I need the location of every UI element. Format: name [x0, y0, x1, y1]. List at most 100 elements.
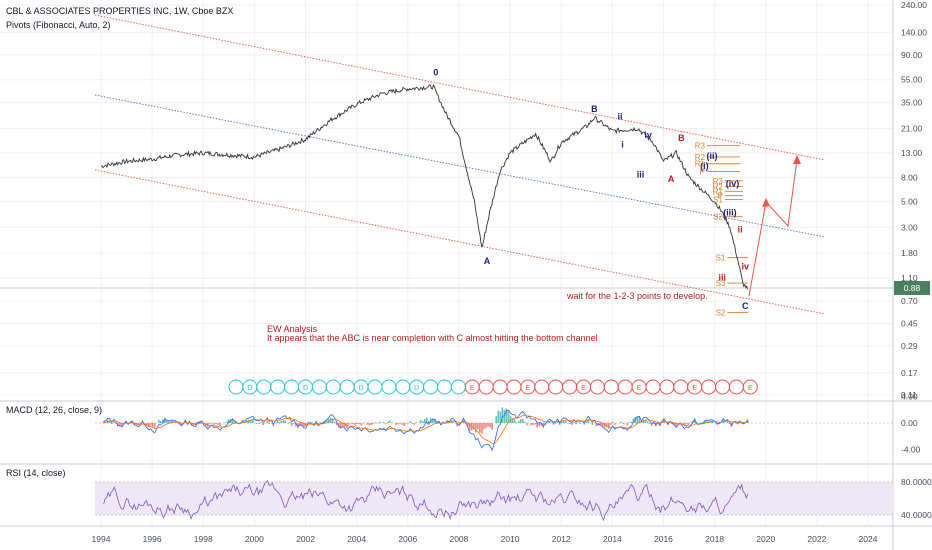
pivot-label: S2 [716, 308, 726, 317]
macd-histogram-bar [562, 420, 565, 423]
event-marker-letter: D [247, 385, 252, 392]
macd-histogram-bar [268, 423, 271, 425]
macd-histogram-bar [325, 420, 328, 423]
macd-histogram-bar [200, 420, 203, 423]
macd-histogram-bar [401, 423, 403, 425]
macd-histogram-bar [121, 423, 123, 427]
macd-histogram-bar [609, 423, 612, 425]
macd-histogram-bar [112, 421, 115, 423]
channel-mid-line [94, 94, 826, 238]
macd-histogram-bar [364, 422, 367, 423]
macd-histogram-bar [520, 419, 522, 423]
macd-histogram-bar [266, 420, 268, 423]
macd-histogram-bar [290, 423, 293, 426]
price-tick-label: 35.00 [901, 98, 923, 108]
event-marker [659, 379, 675, 395]
wave-label: iii [719, 273, 727, 283]
event-marker-letter: E [526, 385, 531, 392]
time-tick-label: 2002 [296, 534, 315, 544]
macd-histogram-bar [321, 422, 324, 423]
macd-histogram-bar [556, 420, 559, 423]
macd-histogram-bar [569, 423, 571, 425]
macd-histogram-bar [677, 423, 680, 424]
macd-histogram-bar [403, 423, 406, 426]
macd-tick-label: 0.00 [901, 418, 918, 428]
macd-histogram-bar [673, 423, 676, 426]
macd-histogram-bar [513, 419, 516, 423]
annotation-ew-title: EW Analysis [267, 324, 318, 334]
event-marker [534, 379, 550, 395]
price-tick-label: 8.00 [901, 173, 918, 183]
macd-histogram-bar [147, 423, 150, 428]
macd-histogram-bar [389, 420, 391, 423]
macd-histogram-bar [295, 423, 297, 427]
macd-histogram-bar [160, 420, 162, 423]
macd-histogram-bar [644, 420, 647, 423]
macd-histogram-bar [607, 423, 610, 429]
macd-histogram-bar [669, 422, 671, 423]
grid [0, 0, 893, 526]
macd-histogram-bar [415, 422, 418, 423]
macd-histogram-bar [370, 423, 373, 425]
price-tick-label: 140.00 [901, 27, 927, 37]
projection-arrowhead [793, 155, 801, 164]
event-marker [256, 379, 272, 395]
macd-histogram-bar [252, 420, 254, 423]
macd-title: MACD (12, 26, close, 9) [6, 405, 102, 415]
event-marker-letter: E [748, 385, 753, 392]
price-tick-label: 240.00 [901, 0, 927, 10]
macd-histogram-bar [620, 422, 622, 423]
macd-histogram-bar [419, 420, 422, 423]
macd-histogram-bar [166, 419, 168, 423]
macd-histogram-bar [309, 421, 311, 423]
time-tick-label: 2008 [449, 534, 468, 544]
macd-histogram-bar [499, 411, 502, 423]
macd-histogram-bar [487, 423, 489, 427]
macd-histogram-bar [366, 423, 369, 425]
event-marker [311, 379, 327, 395]
macd-histogram-bar [659, 423, 661, 426]
macd-histogram-bar [706, 420, 708, 423]
macd-histogram-bar [675, 423, 678, 427]
macd-histogram-bar [131, 421, 133, 423]
macd-histogram-bar [352, 423, 354, 425]
wave-label: (i) [700, 161, 709, 171]
macd-histogram-bar [440, 423, 442, 425]
time-tick-label: 2018 [705, 534, 724, 544]
macd-histogram-bar [483, 423, 485, 430]
last-price-badge [894, 281, 930, 295]
wave-label: C [742, 301, 749, 311]
price-tick-label: 13.00 [901, 148, 923, 158]
event-marker [395, 379, 411, 395]
price-tick-label: 0.45 [901, 319, 918, 329]
macd-histogram-bar [162, 419, 164, 423]
annotation-wait: wait for the 1-2-3 points to develop. [566, 291, 708, 301]
macd-histogram-bar [133, 423, 136, 425]
macd-histogram-bar [601, 423, 604, 427]
macd-histogram-bar [687, 423, 690, 425]
macd-histogram-bar [217, 423, 219, 425]
macd-histogram-bar [425, 417, 428, 423]
macd-histogram-bar [405, 423, 408, 424]
macd-histogram-bar [190, 423, 193, 426]
macd-histogram-bar [360, 423, 363, 426]
macd-histogram-bar [466, 423, 469, 427]
macd-histogram-bar [368, 423, 371, 426]
price-tick-label: 90.00 [901, 50, 923, 60]
macd-histogram-bar [587, 419, 590, 423]
event-marker [339, 379, 355, 395]
macd-histogram-bar [358, 423, 361, 425]
price-tick-label: 1.80 [901, 248, 918, 258]
macd-histogram-bar [489, 423, 491, 428]
macd-histogram-bar [135, 423, 138, 426]
macd-histogram-bar [632, 418, 635, 423]
pivot-label: P [717, 192, 722, 201]
pivot-label: S2 [713, 213, 723, 222]
rsi-tick-label: 80.0000 [901, 477, 932, 487]
event-marker [437, 379, 452, 395]
macd-histogram-bar [636, 416, 639, 423]
macd-histogram-bar [333, 421, 336, 423]
macd-histogram-bar [262, 423, 264, 426]
